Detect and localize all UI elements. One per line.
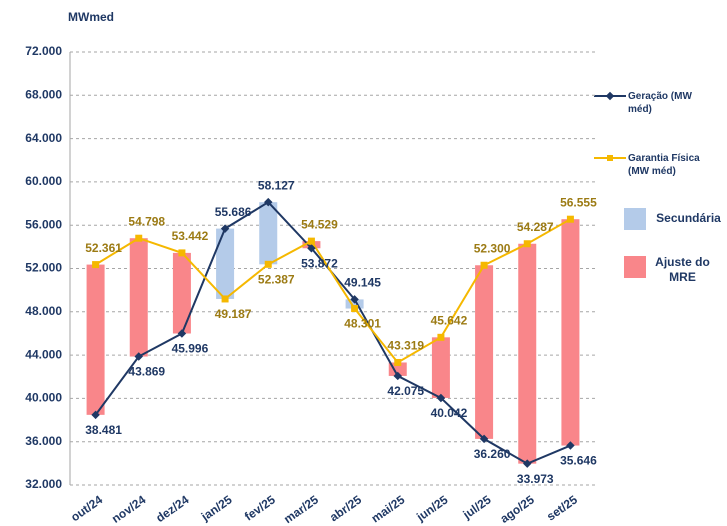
- legend-swatch: [624, 208, 646, 230]
- range-bar: [388, 362, 407, 376]
- data-label: 54.798: [128, 214, 165, 228]
- legend-label: Garantia Física (MW méd): [628, 153, 700, 177]
- marker: [220, 224, 230, 233]
- x-tick-label: set/25: [544, 492, 580, 523]
- data-label: 42.075: [387, 384, 424, 398]
- range-bar: [216, 228, 235, 299]
- legend-label: Geração (MW méd): [628, 91, 692, 115]
- range-bar: [129, 238, 148, 357]
- legend-label: Ajuste do MRE: [655, 255, 710, 284]
- data-label: 45.642: [431, 313, 468, 327]
- range-bar: [518, 243, 537, 464]
- marker: [350, 295, 359, 304]
- y-tick-label: 40.000: [25, 391, 62, 405]
- legend-label: Secundária: [656, 211, 721, 225]
- marker: [264, 197, 273, 207]
- series-line: [95, 218, 571, 364]
- legend-marker: [605, 91, 615, 101]
- data-label: 54.529: [301, 217, 338, 231]
- data-label: 43.319: [387, 339, 424, 353]
- y-tick-label: 56.000: [25, 217, 62, 231]
- data-label: 49.145: [344, 276, 381, 290]
- data-label: 45.996: [172, 342, 209, 356]
- marker: [264, 260, 272, 268]
- marker: [177, 329, 187, 338]
- marker: [436, 393, 446, 403]
- marker: [92, 261, 100, 269]
- data-label: 53.442: [172, 229, 209, 243]
- data-label: 40.042: [431, 406, 468, 420]
- x-tick-label: abr/25: [327, 492, 364, 524]
- y-tick-label: 72.000: [25, 44, 62, 58]
- marker: [437, 333, 445, 341]
- x-tick-label: jun/25: [413, 492, 451, 524]
- y-tick-label: 48.000: [25, 304, 62, 318]
- marker: [566, 215, 574, 223]
- marker: [351, 305, 359, 313]
- data-label: 55.686: [215, 205, 252, 219]
- y-tick-label: 60.000: [25, 174, 62, 188]
- y-axis-label: MWmed: [68, 10, 114, 24]
- x-tick-label: mai/25: [369, 492, 408, 525]
- data-label: 38.481: [85, 423, 122, 437]
- data-label: 53.872: [301, 256, 338, 270]
- data-label: 52.300: [474, 241, 511, 255]
- data-label: 35.646: [560, 454, 597, 468]
- y-tick-label: 44.000: [25, 347, 62, 361]
- marker: [479, 434, 489, 444]
- range-bar: [475, 265, 494, 439]
- y-tick-label: 64.000: [25, 131, 62, 145]
- range-bar: [345, 299, 364, 309]
- x-tick-label: jan/25: [198, 492, 235, 524]
- data-label: 43.869: [128, 365, 165, 379]
- x-tick-label: mar/25: [281, 492, 321, 526]
- marker: [178, 249, 186, 257]
- marker: [523, 240, 531, 248]
- range-bar: [259, 202, 278, 265]
- marker: [566, 441, 575, 450]
- marker: [307, 237, 315, 245]
- data-label: 58.127: [258, 178, 295, 192]
- marker: [307, 243, 316, 253]
- marker: [134, 352, 143, 361]
- marker: [393, 371, 402, 381]
- marker: [394, 358, 402, 366]
- x-tick-label: fev/25: [242, 492, 278, 523]
- y-tick-label: 32.000: [25, 477, 62, 491]
- marker: [91, 410, 100, 420]
- x-tick-label: out/24: [68, 492, 105, 524]
- x-tick-label: dez/24: [153, 492, 191, 525]
- x-tick-label: ago/25: [498, 492, 537, 525]
- marker: [135, 234, 143, 242]
- marker: [523, 459, 532, 468]
- data-label: 54.287: [517, 220, 554, 234]
- data-label: 48.301: [344, 317, 381, 331]
- range-bar: [86, 264, 105, 415]
- y-tick-label: 36.000: [25, 434, 62, 448]
- data-label: 36.260: [474, 447, 511, 461]
- marker: [480, 261, 488, 269]
- data-label: 49.187: [215, 307, 252, 321]
- x-tick-label: nov/24: [109, 492, 148, 525]
- legend-marker: [607, 155, 613, 161]
- data-label: 52.387: [258, 272, 295, 286]
- data-label: 33.973: [517, 472, 554, 486]
- legend-swatch: [624, 256, 646, 278]
- y-tick-label: 68.000: [25, 87, 62, 101]
- x-tick-label: jul/25: [460, 492, 494, 522]
- range-bar: [431, 337, 450, 398]
- range-bar: [561, 219, 580, 446]
- data-label: 52.361: [85, 241, 122, 255]
- marker: [221, 295, 229, 303]
- range-bar: [172, 252, 191, 334]
- y-tick-label: 52.000: [25, 261, 62, 275]
- data-label: 56.555: [560, 195, 597, 209]
